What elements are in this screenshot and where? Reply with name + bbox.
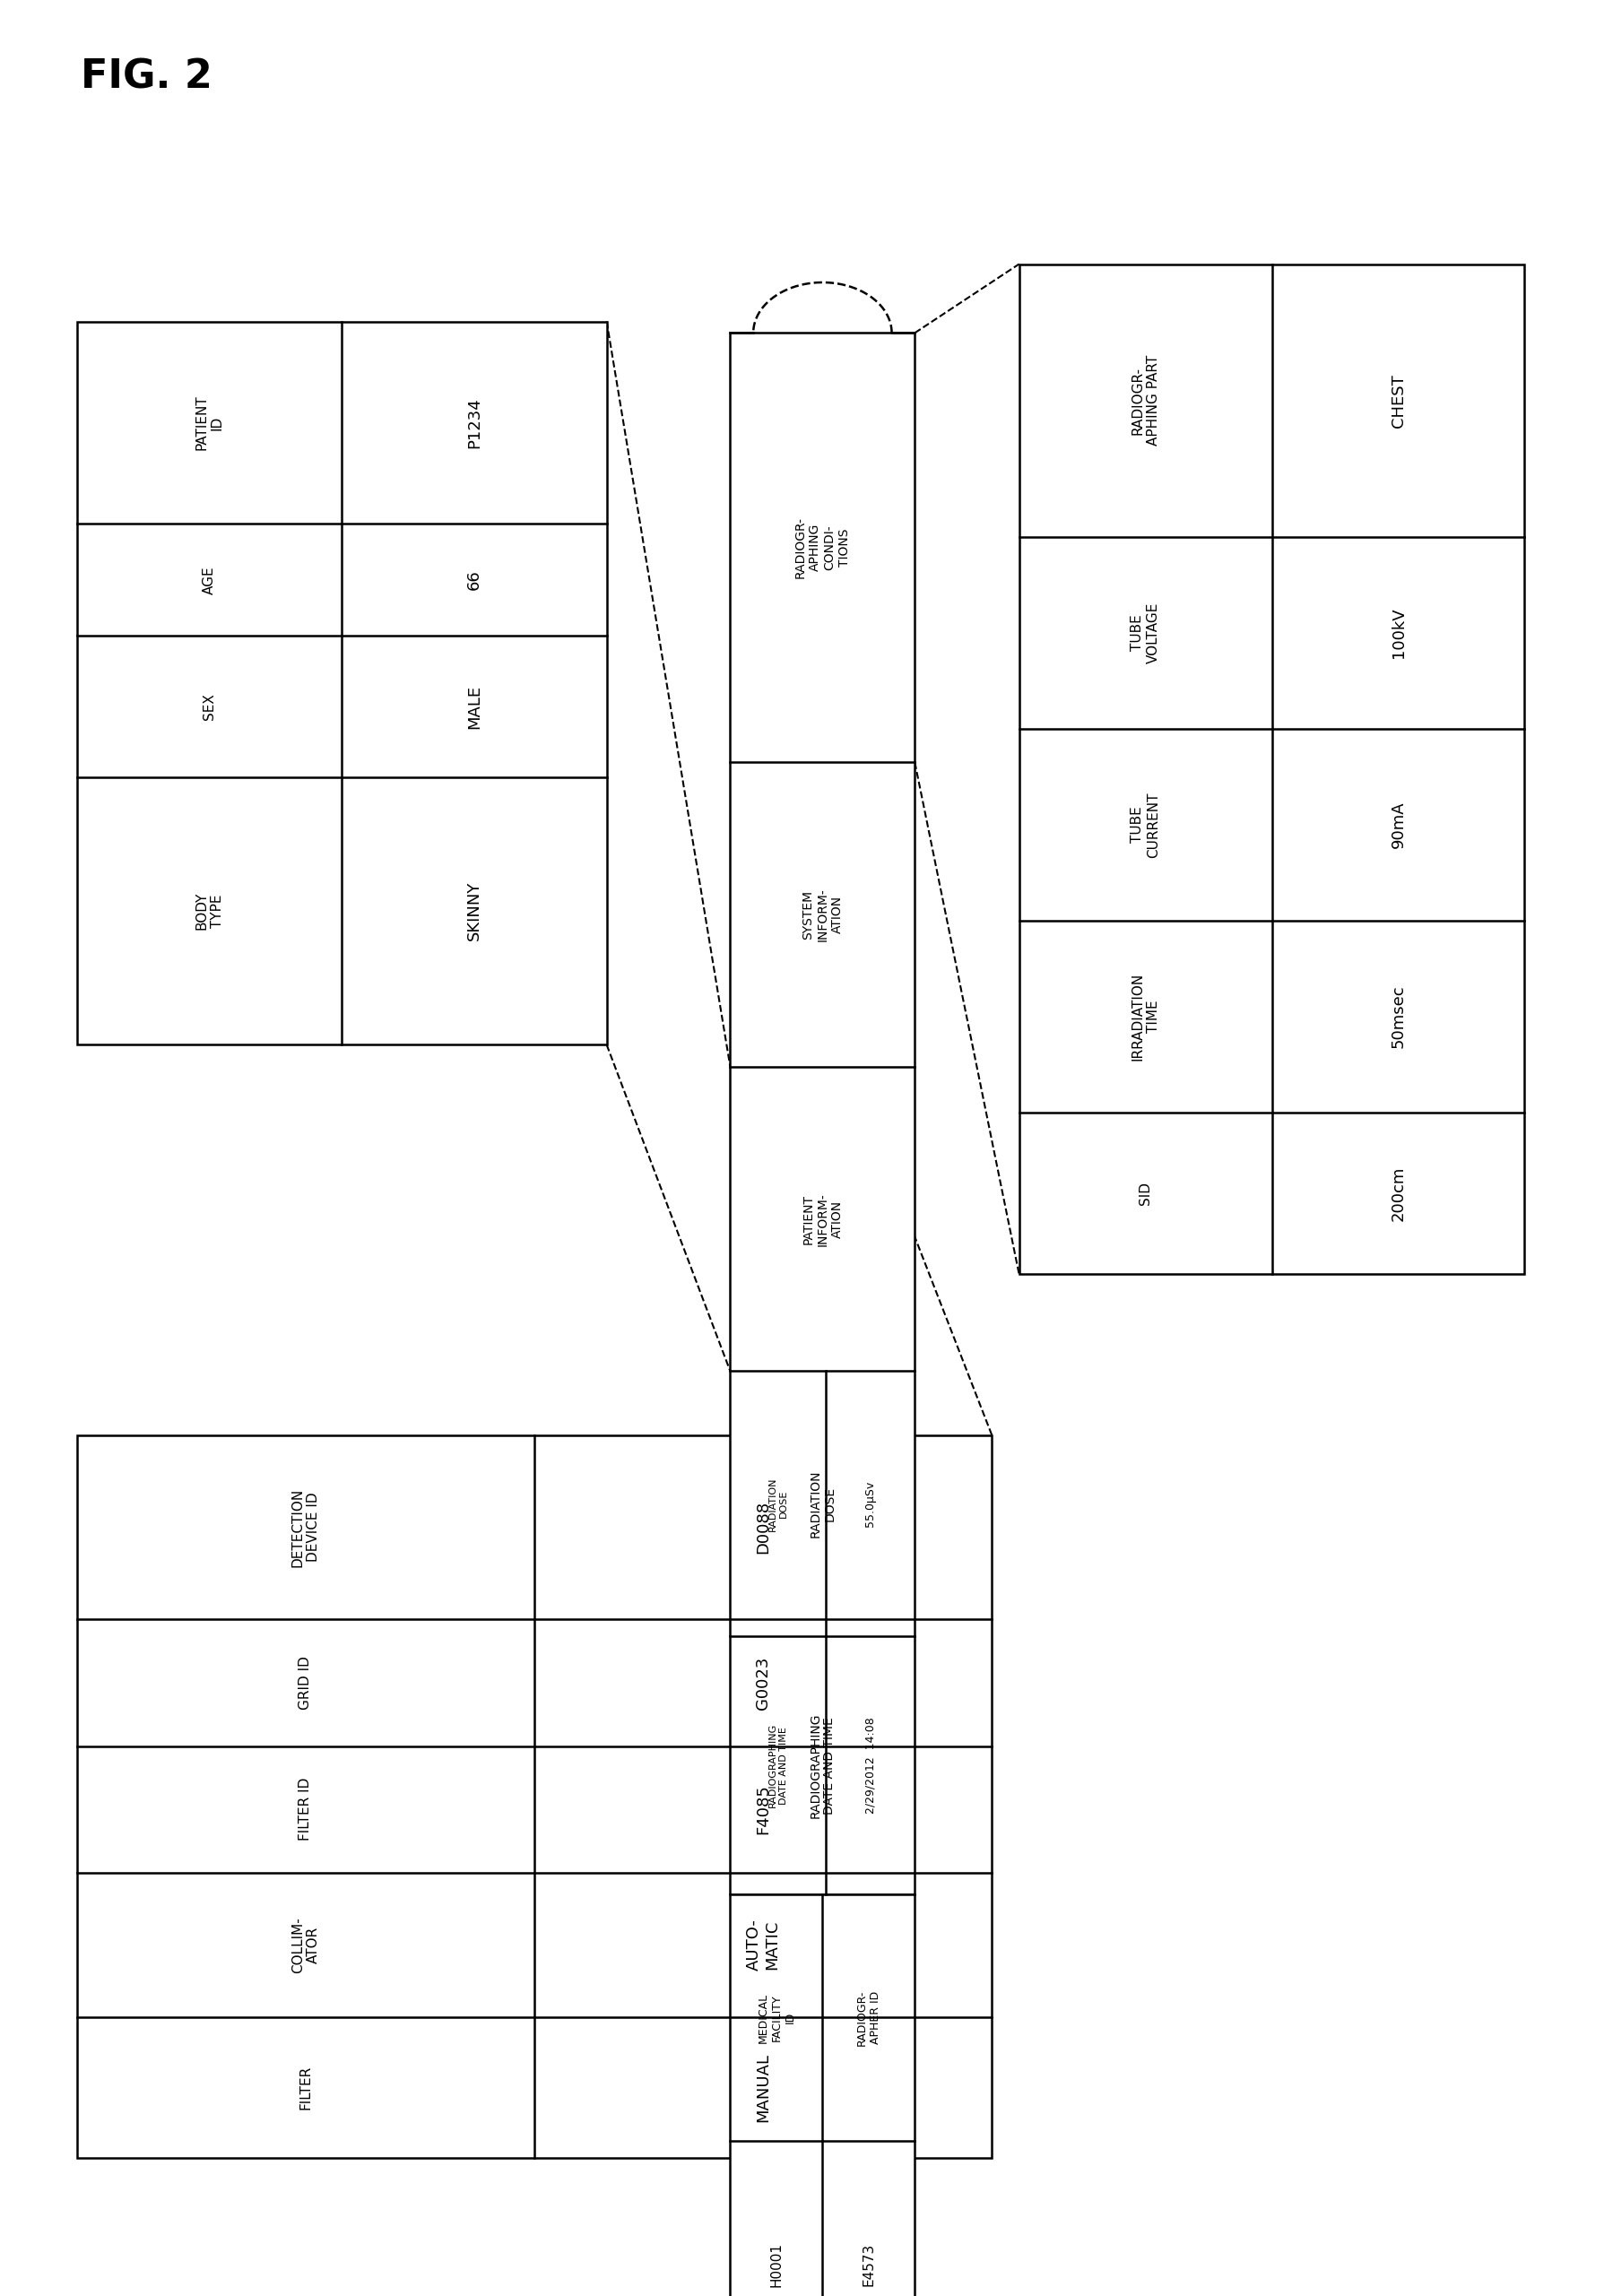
Text: RADIOGR-
APHING
CONDI-
TIONS: RADIOGR- APHING CONDI- TIONS xyxy=(794,517,850,579)
Text: CHEST: CHEST xyxy=(1389,374,1405,427)
Text: RADIATION
DOSE: RADIATION DOSE xyxy=(808,1469,836,1538)
Text: 55.0μSv: 55.0μSv xyxy=(865,1481,876,1527)
Text: F4085: F4085 xyxy=(754,1784,772,1835)
Text: MALE: MALE xyxy=(465,684,483,728)
Bar xyxy=(77,321,606,1045)
Text: GRID ID: GRID ID xyxy=(298,1655,313,1711)
Text: D0088: D0088 xyxy=(754,1502,772,1554)
Text: G0023: G0023 xyxy=(754,1655,772,1708)
Text: SEX: SEX xyxy=(202,693,217,721)
Text: H0001: H0001 xyxy=(770,2241,783,2287)
Text: SYSTEM
INFORM-
ATION: SYSTEM INFORM- ATION xyxy=(802,889,842,941)
Text: DETECTION
DEVICE ID: DETECTION DEVICE ID xyxy=(290,1488,321,1566)
Text: FILTER: FILTER xyxy=(298,2066,313,2110)
Text: 200cm: 200cm xyxy=(1389,1166,1405,1221)
Text: RADIATION
DOSE: RADIATION DOSE xyxy=(768,1476,788,1531)
Text: TUBE
CURRENT: TUBE CURRENT xyxy=(1131,792,1160,859)
Text: AGE: AGE xyxy=(202,565,217,595)
Text: MANUAL: MANUAL xyxy=(754,2053,772,2122)
Text: 2/29/2012  14:08: 2/29/2012 14:08 xyxy=(865,1717,876,1814)
Text: E4573: E4573 xyxy=(861,2243,874,2287)
Text: 100kV: 100kV xyxy=(1389,608,1405,659)
Text: RADIOGRAPHING
DATE AND TIME: RADIOGRAPHING DATE AND TIME xyxy=(808,1713,836,1818)
Text: RADIOGRAPHING
DATE AND TIME: RADIOGRAPHING DATE AND TIME xyxy=(768,1722,788,1807)
Text: 50msec: 50msec xyxy=(1389,985,1405,1049)
Text: FILTER ID: FILTER ID xyxy=(298,1777,313,1841)
Text: SKINNY: SKINNY xyxy=(465,882,483,941)
Bar xyxy=(1019,264,1524,1274)
Text: BODY
TYPE: BODY TYPE xyxy=(194,891,225,930)
Text: RADIOGR-
APHING PART: RADIOGR- APHING PART xyxy=(1131,356,1160,445)
Text: P1234: P1234 xyxy=(465,397,483,448)
Text: MEDICAL
FACILITY
ID: MEDICAL FACILITY ID xyxy=(757,1993,796,2043)
Text: COLLIM-
ATOR: COLLIM- ATOR xyxy=(290,1917,321,1972)
Text: 66: 66 xyxy=(465,569,483,590)
Bar xyxy=(77,1435,991,2158)
Bar xyxy=(730,1894,914,2296)
Text: SID: SID xyxy=(1139,1182,1152,1205)
Bar xyxy=(730,333,914,1894)
Text: IRRADIATION
TIME: IRRADIATION TIME xyxy=(1131,974,1160,1061)
Text: PATIENT
INFORM-
ATION: PATIENT INFORM- ATION xyxy=(802,1192,842,1247)
Text: PATIENT
ID: PATIENT ID xyxy=(194,395,225,450)
Text: RADIOGR-
APHER ID: RADIOGR- APHER ID xyxy=(855,1991,881,2046)
Text: 90mA: 90mA xyxy=(1389,801,1405,847)
Text: FIG. 2: FIG. 2 xyxy=(80,57,212,96)
Text: TUBE
VOLTAGE: TUBE VOLTAGE xyxy=(1131,602,1160,664)
Text: AUTO-
MATIC: AUTO- MATIC xyxy=(746,1919,780,1970)
